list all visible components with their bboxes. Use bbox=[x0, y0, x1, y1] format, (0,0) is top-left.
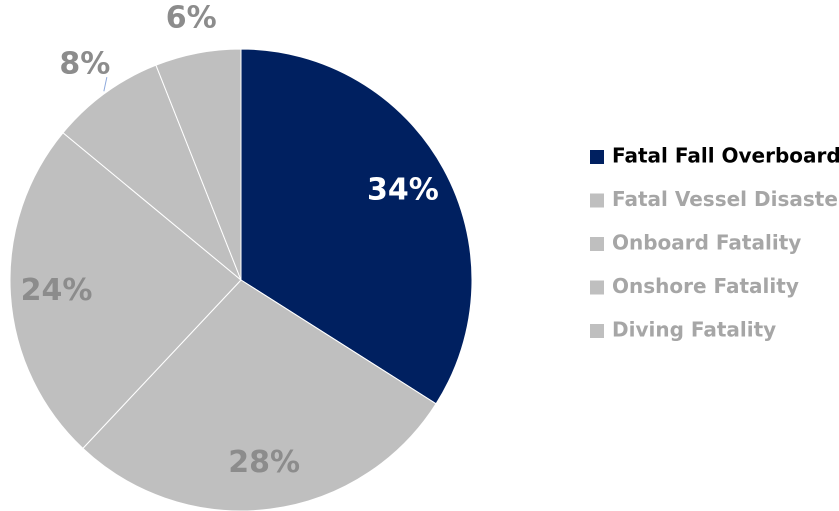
legend-marker bbox=[590, 193, 604, 208]
pie-slice bbox=[82, 279, 437, 511]
legend-label: Diving Fatality bbox=[612, 318, 776, 342]
legend-label: Onboard Fatality bbox=[612, 231, 801, 255]
legend-marker bbox=[590, 324, 604, 338]
leader-line bbox=[103, 76, 108, 92]
legend-label: Onshore Fatality bbox=[612, 274, 799, 298]
data-label: 8% bbox=[59, 47, 110, 82]
pie-slice bbox=[9, 132, 242, 450]
pie-slice bbox=[62, 64, 242, 281]
data-label: 28% bbox=[228, 445, 300, 480]
data-label: 24% bbox=[21, 273, 93, 308]
data-label: 34% bbox=[367, 172, 439, 207]
legend-marker bbox=[590, 150, 604, 164]
legend-label: Fatal Vessel Disaster bbox=[612, 187, 839, 211]
pie-slice bbox=[240, 48, 473, 405]
data-label: 6% bbox=[166, 1, 217, 36]
legend-label: Fatal Fall Overboard bbox=[612, 144, 839, 168]
legend-marker bbox=[590, 280, 604, 295]
legend-marker bbox=[590, 237, 604, 251]
pie-slice bbox=[155, 48, 242, 281]
